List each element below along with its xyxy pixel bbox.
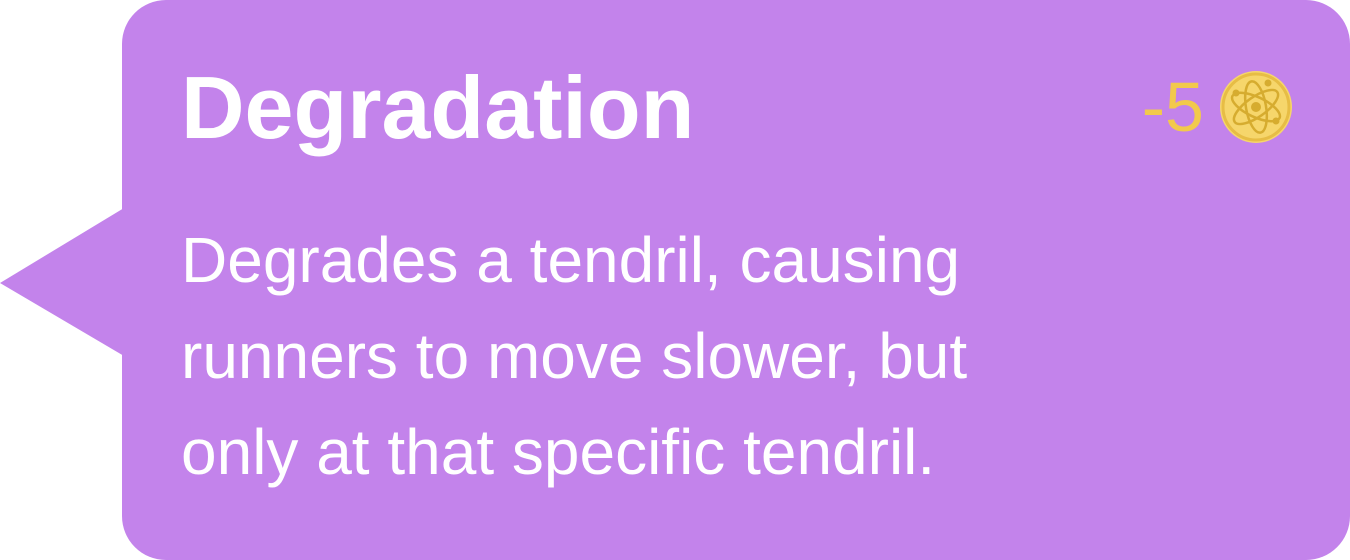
- description-line: runners to move slower, but: [181, 320, 968, 392]
- atom-coin-icon: [1220, 71, 1292, 143]
- tooltip-body: [122, 0, 1350, 560]
- description-line: Degrades a tendril, causing: [181, 224, 961, 296]
- ability-description: Degrades a tendril, causing runners to m…: [181, 212, 1301, 500]
- tooltip-pointer: [0, 208, 124, 356]
- ability-cost: -5: [1142, 62, 1294, 152]
- cost-value: -5: [1141, 68, 1204, 146]
- ability-title: Degradation: [181, 58, 695, 157]
- description-line: only at that specific tendril.: [181, 416, 936, 488]
